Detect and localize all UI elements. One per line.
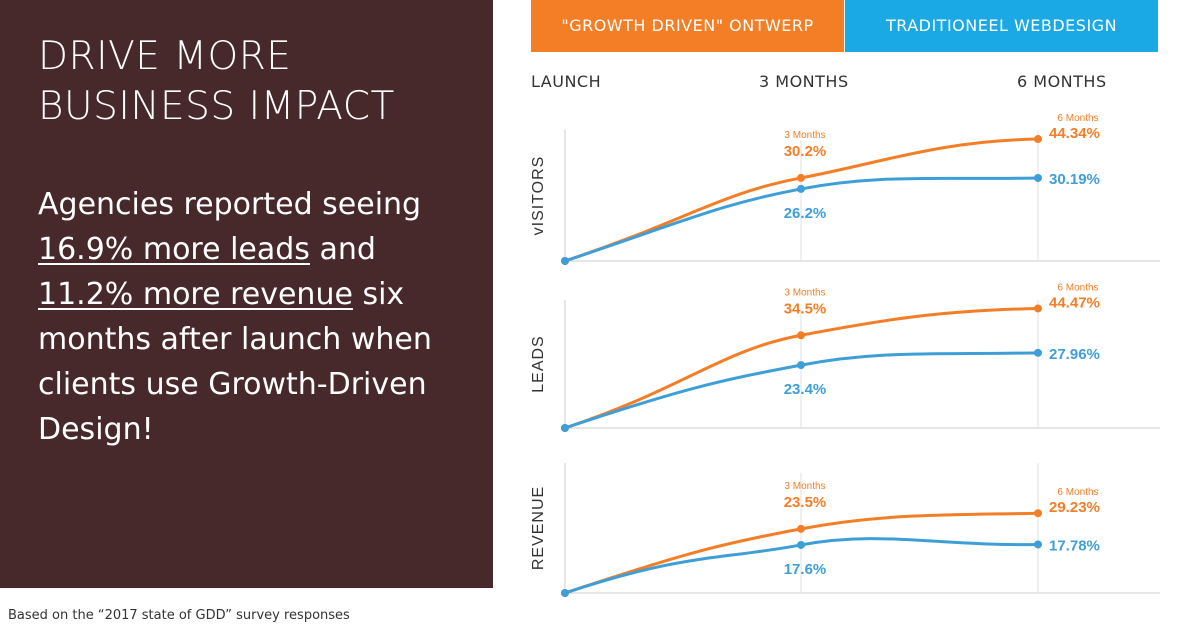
legend-traditional: TRADITIONEEL WEBDESIGN [845, 0, 1158, 52]
point-traditional-3-2 [1034, 540, 1042, 549]
annotation-6m-2: 6 Months [1057, 282, 1098, 293]
time-label-3-months: 3 MONTHS [759, 72, 849, 91]
annotation-6m-3: 6 Months [1057, 487, 1098, 498]
data-label-growth-6m-3: 29.23% [1049, 499, 1100, 516]
point-traditional-2-2 [1034, 348, 1042, 357]
point-growth-2-2 [1034, 304, 1042, 313]
body-text-3: six months after launch when clients use… [38, 277, 432, 447]
y-label-3: REVENUE [530, 486, 547, 570]
time-label-6-months: 6 MONTHS [1017, 72, 1107, 91]
data-label-growth-6m-2: 44.47% [1049, 294, 1100, 311]
point-traditional-2-0 [561, 424, 569, 432]
point-growth-3-1 [797, 524, 805, 533]
footnote: Based on the “2017 state of GDD” survey … [8, 608, 350, 623]
data-label-growth-6m-1: 44.34% [1049, 125, 1100, 142]
point-growth-2-1 [797, 331, 805, 340]
body-text-2: and [309, 232, 376, 267]
data-label-traditional-3m-2: 23.4% [784, 381, 827, 398]
left-panel: DRIVE MORE BUSINESS IMPACT Agencies repo… [0, 0, 493, 588]
headline-line-1: DRIVE MORE [38, 34, 292, 79]
revenue-highlight: 11.2% more revenue [38, 277, 353, 312]
legend-growth-driven: "GROWTH DRIVEN" ONTWERP [531, 0, 844, 52]
point-growth-1-2 [1034, 135, 1042, 144]
y-label-2: LEADS [530, 335, 547, 392]
point-traditional-1-1 [797, 184, 805, 193]
body-text-1: Agencies reported seeing [38, 187, 422, 222]
data-label-traditional-3m-3: 17.6% [784, 561, 827, 578]
leads-highlight: 16.9% more leads [38, 232, 310, 267]
data-label-growth-3m-2: 34.5% [784, 300, 827, 317]
data-label-traditional-6m-3: 17.78% [1049, 537, 1100, 554]
point-traditional-3-1 [797, 540, 805, 549]
data-label-traditional-6m-2: 27.96% [1049, 346, 1100, 363]
point-traditional-1-2 [1034, 173, 1042, 182]
point-traditional-1-0 [561, 257, 569, 265]
point-traditional-3-0 [561, 589, 569, 597]
y-label-1: vISITORS [530, 156, 547, 236]
point-growth-1-1 [797, 173, 805, 182]
annotation-3m-2: 3 Months [784, 287, 825, 298]
time-label-launch: LAUNCH [531, 72, 602, 91]
data-label-growth-3m-1: 30.2% [784, 143, 827, 160]
point-growth-3-2 [1034, 509, 1042, 518]
data-label-traditional-6m-1: 30.19% [1049, 171, 1100, 188]
annotation-3m-3: 3 Months [784, 481, 825, 492]
body-text: Agencies reported seeing 16.9% more leads… [38, 182, 478, 452]
annotation-3m-1: 3 Months [784, 130, 825, 141]
point-traditional-2-1 [797, 361, 805, 370]
headline: DRIVE MORE BUSINESS IMPACT [38, 32, 478, 132]
headline-line-2: BUSINESS IMPACT [38, 84, 395, 129]
annotation-6m-1: 6 Months [1057, 113, 1098, 124]
data-label-traditional-3m-1: 26.2% [784, 205, 827, 222]
data-label-growth-3m-3: 23.5% [784, 494, 827, 511]
